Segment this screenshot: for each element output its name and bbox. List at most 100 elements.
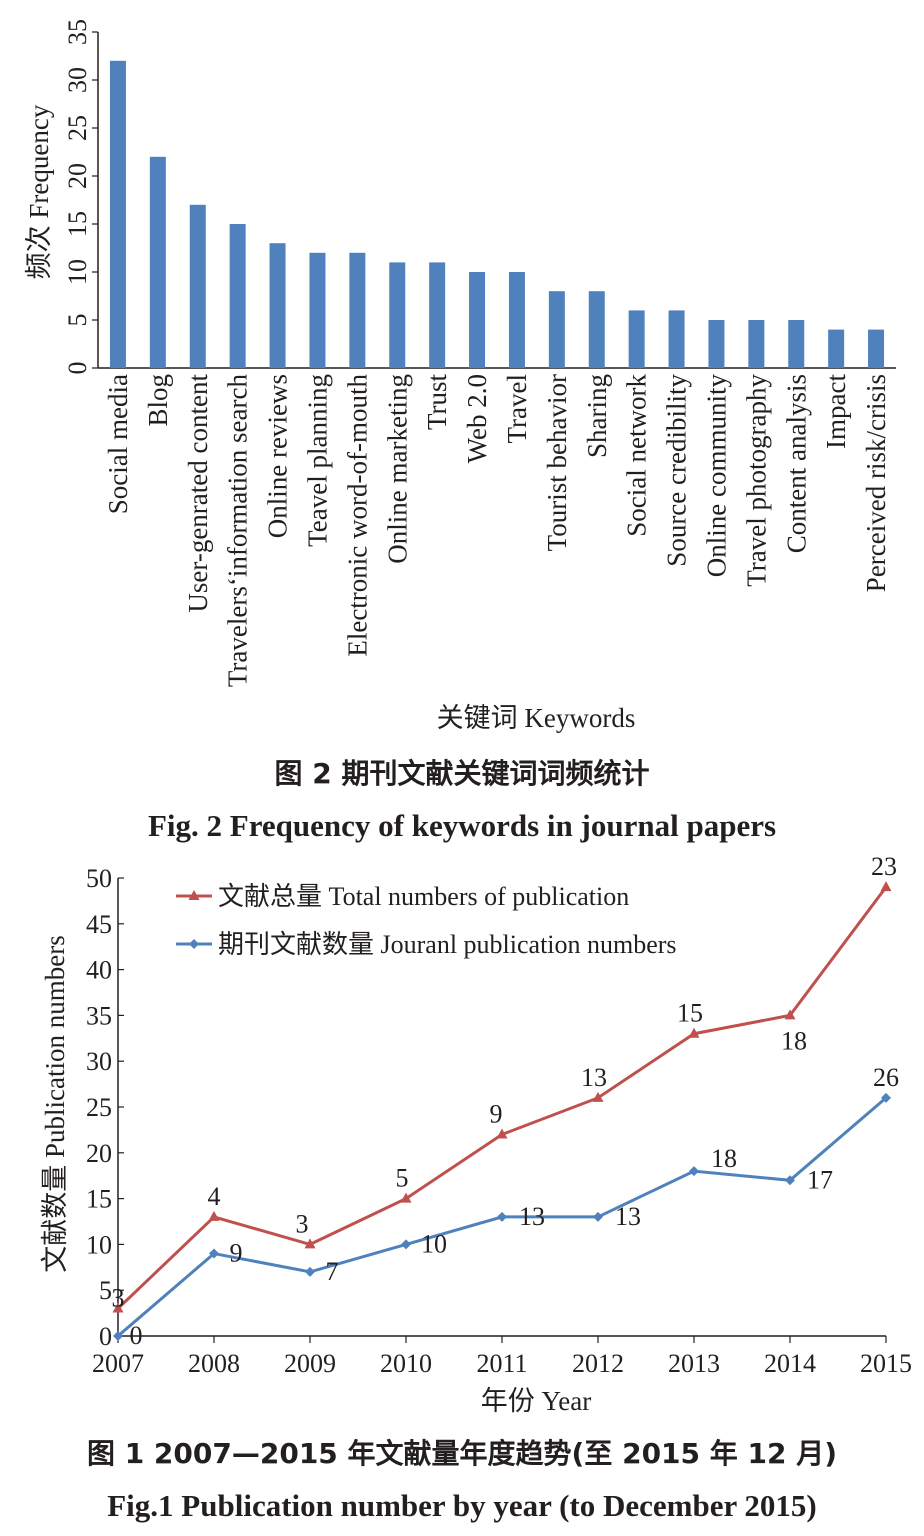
bar xyxy=(429,262,446,368)
bar-x-tick-label: Source credibility xyxy=(662,374,692,567)
data-label: 13 xyxy=(519,1202,545,1231)
bar xyxy=(349,252,366,368)
bar xyxy=(269,243,286,368)
bar-y-tick-label: 0 xyxy=(63,362,92,375)
bar xyxy=(229,224,246,368)
bar-x-tick-label: Travelers‘information search xyxy=(223,374,253,688)
bar-x-tick-label: Electronic word-of-mouth xyxy=(342,374,372,657)
bar-x-tick-label: Sharing xyxy=(582,374,612,458)
diamond-marker xyxy=(689,1166,699,1177)
bar-x-tick-label: Tourist behavior xyxy=(542,374,572,551)
line-y-tick-label: 5 xyxy=(99,1276,112,1305)
bar-x-tick-label: Social media xyxy=(103,374,133,514)
diamond-marker xyxy=(305,1266,315,1277)
bar-x-tick-label: Impact xyxy=(821,374,851,449)
bar xyxy=(708,320,725,368)
data-label: 9 xyxy=(490,1099,503,1128)
diamond-marker xyxy=(881,1092,891,1103)
data-label: 26 xyxy=(873,1063,899,1092)
diamond-marker xyxy=(593,1211,603,1222)
bar-y-tick-label: 30 xyxy=(63,67,92,93)
figure-1-caption-chinese: 图 1 2007—2015 年文献量年度趋势(至 2015 年 12 月) xyxy=(86,1437,838,1470)
data-label: 13 xyxy=(615,1202,641,1231)
figure-1-caption-english: Fig.1 Publication number by year (to Dec… xyxy=(107,1488,817,1523)
bar-x-tick-label: Travel xyxy=(502,374,532,444)
line-x-tick-label: 2010 xyxy=(380,1349,432,1378)
figure-2-caption-chinese: 图 2 期刊文献关键词词频统计 xyxy=(274,757,650,790)
diamond-marker xyxy=(401,1239,411,1250)
bar-y-tick-label: 35 xyxy=(63,19,92,45)
triangle-marker xyxy=(400,1192,412,1203)
data-label: 0 xyxy=(130,1321,143,1350)
bar xyxy=(309,252,326,368)
bar xyxy=(389,262,406,368)
bar-y-tick-label: 15 xyxy=(63,211,92,237)
bar xyxy=(469,272,486,368)
data-label: 4 xyxy=(208,1182,221,1211)
bar-x-tick-label: Online marketing xyxy=(382,374,412,564)
data-label: 23 xyxy=(871,852,897,881)
bar-x-axis-label: 关键词 Keywords xyxy=(437,703,636,733)
diamond-marker xyxy=(189,939,199,949)
bar xyxy=(628,310,645,368)
line-y-tick-label: 20 xyxy=(86,1139,112,1168)
bar-series xyxy=(109,60,885,369)
bar-y-tick-label: 25 xyxy=(63,115,92,141)
line-x-tick-label: 2014 xyxy=(764,1349,816,1378)
bar xyxy=(508,272,525,368)
line-x-tick-label: 2009 xyxy=(284,1349,336,1378)
line-y-axis: 0 5 10 15 20 25 30 35 40 45 50 xyxy=(86,864,124,1351)
line-series-group: 3 4 3 5 9 13 15 18 23 0 9 7 10 13 13 18 17 26 xyxy=(112,852,900,1350)
data-label: 5 xyxy=(396,1164,409,1193)
bar-x-tick-label: Online community xyxy=(701,374,731,578)
line-x-tick-label: 2013 xyxy=(668,1349,720,1378)
bar xyxy=(588,291,605,368)
bar-x-tick-label: Travel photography xyxy=(741,374,771,587)
triangle-marker xyxy=(880,881,892,892)
data-label: 18 xyxy=(781,1026,807,1055)
line-legend: 文献总量 Total numbers of publication 期刊文献数量 … xyxy=(176,882,677,959)
bar-y-axis: 0 5 10 15 20 25 30 35 xyxy=(63,19,896,375)
line-y-tick-label: 45 xyxy=(86,910,112,939)
bar xyxy=(189,204,206,368)
data-label: 3 xyxy=(112,1284,125,1313)
line-x-tick-label: 2007 xyxy=(92,1349,144,1378)
triangle-marker xyxy=(112,1302,124,1313)
bar-x-tick-label: User-genrated content xyxy=(183,374,213,613)
triangle-marker xyxy=(496,1128,508,1139)
bar xyxy=(828,329,845,368)
data-label: 7 xyxy=(326,1257,339,1286)
data-label: 10 xyxy=(421,1229,447,1258)
line-y-tick-label: 0 xyxy=(99,1322,112,1351)
data-label: 3 xyxy=(296,1209,309,1238)
bar-x-tick-label: Trust xyxy=(422,374,452,431)
line-x-tick-label: 2011 xyxy=(476,1349,527,1378)
data-label: 15 xyxy=(677,999,703,1028)
data-label: 9 xyxy=(230,1239,243,1268)
bar-x-tick-label: Perceived risk/crisis xyxy=(861,374,891,592)
line-y-tick-label: 50 xyxy=(86,864,112,893)
line-y-tick-label: 35 xyxy=(86,1001,112,1030)
line-series-total: 3 4 3 5 9 13 15 18 23 xyxy=(112,852,897,1313)
bar-x-tick-label: Content analysis xyxy=(781,374,811,553)
diamond-marker xyxy=(209,1248,219,1259)
bar-x-tick-label: Social network xyxy=(622,374,652,537)
line-x-tick-label: 2008 xyxy=(188,1349,240,1378)
bar xyxy=(149,156,166,368)
bar xyxy=(668,310,685,368)
data-label: 18 xyxy=(711,1144,737,1173)
line-x-axis-label: 年份 Year xyxy=(481,1386,592,1416)
figure-2-caption-english: Fig. 2 Frequency of keywords in journal … xyxy=(147,808,777,843)
diamond-marker xyxy=(497,1211,507,1222)
triangle-marker xyxy=(304,1238,316,1249)
line-x-axis: 2007 2008 2009 2010 2011 2012 2013 2014 2015 xyxy=(92,1335,912,1378)
keyword-frequency-bar-chart: 0 5 10 15 20 25 30 35 Social media Blog User-genr… xyxy=(24,19,896,733)
line-y-axis-label: 文献数量 Publication numbers xyxy=(40,935,70,1272)
data-label: 17 xyxy=(807,1165,833,1194)
line-x-tick-label: 2012 xyxy=(572,1349,624,1378)
triangle-marker xyxy=(188,890,200,900)
bar xyxy=(548,291,565,368)
bar-y-tick-label: 10 xyxy=(63,259,92,285)
bar-x-tick-label: Online reviews xyxy=(263,374,293,538)
